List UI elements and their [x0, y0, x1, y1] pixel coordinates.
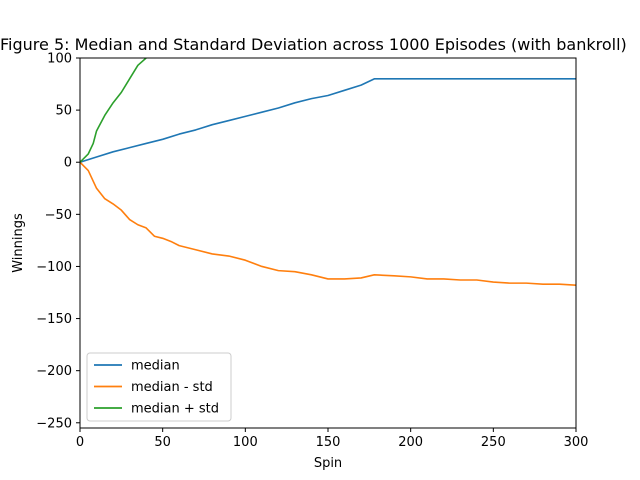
legend-label: median — [131, 359, 180, 374]
y-axis-label: Winnings — [11, 213, 26, 273]
x-axis-label: Spin — [314, 456, 342, 471]
series-line-1 — [80, 161, 576, 287]
legend-label: median + std — [131, 402, 219, 417]
series-line-0 — [80, 78, 576, 163]
x-tick-label: 200 — [398, 435, 423, 450]
chart-title: Figure 5: Median and Standard Deviation … — [0, 35, 627, 54]
series-layer — [80, 58, 576, 287]
legend: median median - std median + std — [86, 352, 232, 422]
series-line-2 — [80, 58, 147, 163]
y-tick-label: 50 — [55, 104, 72, 119]
y-tick-label: 100 — [47, 52, 72, 67]
x-axis-ticks: 0 50 100 150 200 250 300 — [76, 428, 589, 450]
x-tick-label: 300 — [564, 435, 589, 450]
y-tick-label: −50 — [45, 208, 72, 223]
y-tick-label: −200 — [36, 364, 72, 379]
y-tick-label: −250 — [36, 416, 72, 431]
x-tick-label: 150 — [316, 435, 341, 450]
x-tick-label: 0 — [76, 435, 84, 450]
y-tick-label: −100 — [36, 260, 72, 275]
legend-box — [86, 352, 232, 422]
x-tick-label: 50 — [154, 435, 171, 450]
y-axis-ticks: 100 50 0 −50 −100 −150 −200 −250 — [36, 52, 80, 431]
y-tick-label: 0 — [64, 156, 72, 171]
x-tick-label: 100 — [233, 435, 258, 450]
x-tick-label: 250 — [481, 435, 506, 450]
y-tick-label: −150 — [36, 312, 72, 327]
legend-label: median - std — [131, 380, 213, 395]
